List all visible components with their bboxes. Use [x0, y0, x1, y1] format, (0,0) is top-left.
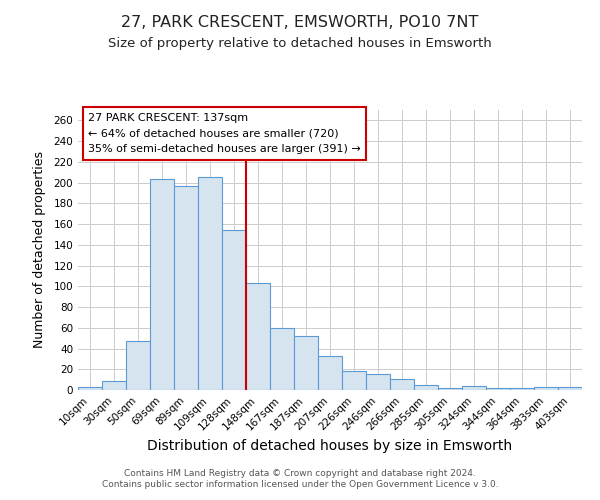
Bar	[150, 180, 174, 390]
Bar	[366, 374, 390, 390]
Bar	[558, 387, 582, 390]
Bar	[78, 387, 102, 390]
Bar	[270, 328, 294, 390]
Bar	[174, 186, 198, 390]
Bar	[102, 380, 126, 390]
Text: 27, PARK CRESCENT, EMSWORTH, PO10 7NT: 27, PARK CRESCENT, EMSWORTH, PO10 7NT	[121, 15, 479, 30]
Bar	[318, 356, 342, 390]
Y-axis label: Number of detached properties: Number of detached properties	[34, 152, 46, 348]
Bar	[126, 342, 150, 390]
Text: Size of property relative to detached houses in Emsworth: Size of property relative to detached ho…	[108, 38, 492, 51]
Bar	[222, 230, 246, 390]
Bar	[462, 386, 486, 390]
Bar	[294, 336, 318, 390]
Bar	[438, 388, 462, 390]
Text: Contains HM Land Registry data © Crown copyright and database right 2024.: Contains HM Land Registry data © Crown c…	[124, 468, 476, 477]
Bar	[198, 178, 222, 390]
Bar	[486, 388, 510, 390]
Bar	[390, 378, 414, 390]
Text: 27 PARK CRESCENT: 137sqm
← 64% of detached houses are smaller (720)
35% of semi-: 27 PARK CRESCENT: 137sqm ← 64% of detach…	[88, 113, 361, 154]
Text: Contains public sector information licensed under the Open Government Licence v : Contains public sector information licen…	[101, 480, 499, 489]
Bar	[342, 372, 366, 390]
X-axis label: Distribution of detached houses by size in Emsworth: Distribution of detached houses by size …	[148, 438, 512, 452]
Bar	[510, 388, 534, 390]
Bar	[246, 283, 270, 390]
Bar	[414, 385, 438, 390]
Bar	[534, 387, 558, 390]
